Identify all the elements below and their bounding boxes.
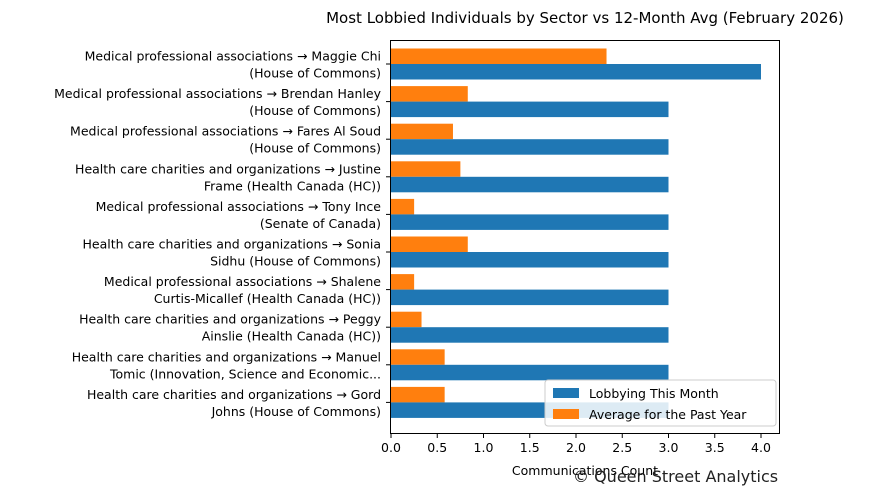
y-tick-label: Medical professional associations → Fare… bbox=[70, 124, 381, 139]
y-tick-label: Sidhu (House of Commons) bbox=[210, 254, 381, 269]
legend: Lobbying This Month Average for the Past… bbox=[544, 379, 777, 427]
y-tick-label: Health care charities and organizations … bbox=[87, 387, 381, 402]
bar-past-year-avg bbox=[391, 311, 422, 328]
bars-group bbox=[391, 48, 761, 418]
x-tick-label: 1.0 bbox=[474, 440, 494, 455]
x-tick-label: 0.0 bbox=[381, 440, 401, 455]
bar-this-month bbox=[391, 176, 669, 193]
x-ticks: 0.0 0.5 1.0 1.5 2.0 2.5 3.0 3.5 4.0 bbox=[381, 434, 771, 455]
y-tick-label: (House of Commons) bbox=[249, 103, 381, 118]
x-tick-label: 3.5 bbox=[705, 440, 725, 455]
bar-this-month bbox=[391, 252, 669, 268]
x-tick-label: 1.5 bbox=[520, 440, 540, 455]
legend-swatch-this-month bbox=[553, 388, 579, 398]
chart-title: Most Lobbied Individuals by Sector vs 12… bbox=[326, 9, 844, 27]
bar-past-year-avg bbox=[391, 198, 415, 215]
y-tick-label: (House of Commons) bbox=[249, 66, 381, 81]
y-tick-label: Health care charities and organizations … bbox=[79, 312, 381, 327]
bar-this-month bbox=[391, 101, 669, 118]
x-tick-label: 2.5 bbox=[612, 440, 632, 455]
watermark: © Queen Street Analytics bbox=[573, 467, 778, 486]
y-tick-label: Curtis-Micallef (Health Canada (HC)) bbox=[154, 291, 381, 306]
x-tick-label: 4.0 bbox=[751, 440, 771, 455]
y-tick-label: Medical professional associations → Bren… bbox=[54, 86, 381, 101]
y-tick-label: (Senate of Canada) bbox=[260, 216, 381, 231]
bar-past-year-avg bbox=[391, 86, 468, 102]
plot-frame bbox=[390, 40, 780, 434]
bar-past-year-avg bbox=[391, 161, 461, 177]
x-axis-label: Communications Count bbox=[512, 463, 658, 478]
bar-past-year-avg bbox=[391, 236, 468, 252]
y-tick-labels: Medical professional associations → Magg… bbox=[54, 49, 390, 419]
bar-past-year-avg bbox=[391, 386, 445, 403]
y-tick-label: Health care charities and organizations … bbox=[83, 237, 381, 252]
legend-frame bbox=[544, 379, 777, 427]
y-tick-label: (House of Commons) bbox=[249, 141, 381, 156]
bar-this-month bbox=[391, 327, 669, 343]
legend-swatch-past-year bbox=[553, 409, 579, 419]
bar-this-month bbox=[391, 289, 669, 306]
y-tick-label: Frame (Health Canada (HC)) bbox=[204, 178, 381, 193]
legend-label-this-month: Lobbying This Month bbox=[589, 386, 719, 401]
bar-past-year-avg bbox=[391, 349, 445, 365]
bar-this-month bbox=[391, 364, 669, 381]
x-tick-label: 0.5 bbox=[427, 440, 447, 455]
x-tick-label: 2.0 bbox=[566, 440, 586, 455]
y-tick-label: Health care charities and organizations … bbox=[75, 161, 381, 176]
y-tick-label: Medical professional associations → Shal… bbox=[104, 274, 381, 289]
y-tick-label: Ainslie (Health Canada (HC)) bbox=[202, 329, 381, 344]
bar-past-year-avg bbox=[391, 48, 607, 64]
y-tick-label: Medical professional associations → Tony… bbox=[96, 199, 382, 214]
bar-this-month bbox=[391, 139, 669, 155]
y-tick-label: Medical professional associations → Magg… bbox=[85, 49, 381, 64]
bar-past-year-avg bbox=[391, 274, 415, 290]
y-tick-label: Health care charities and organizations … bbox=[72, 349, 381, 364]
y-tick-label: Tomic (Innovation, Science and Economic.… bbox=[109, 366, 381, 381]
bar-this-month bbox=[391, 64, 761, 80]
y-tick-label: Johns (House of Commons) bbox=[211, 404, 381, 419]
legend-label-past-year: Average for the Past Year bbox=[589, 407, 747, 422]
x-tick-label: 3.0 bbox=[659, 440, 679, 455]
bar-past-year-avg bbox=[391, 123, 453, 140]
bar-this-month bbox=[391, 214, 669, 230]
